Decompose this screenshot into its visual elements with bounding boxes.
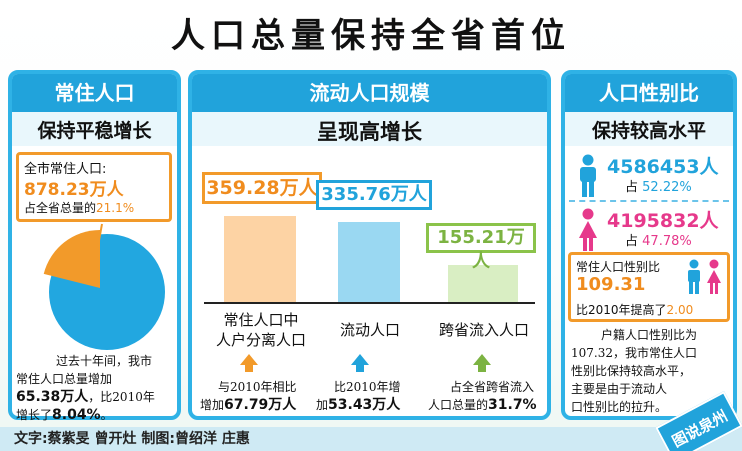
male-share: 占 52.22%	[625, 176, 692, 195]
note-end: 。	[100, 408, 113, 422]
ratio-label: 常住人口性别比	[576, 260, 661, 274]
female-share-prefix: 占	[625, 234, 639, 249]
note-value-2: 8.04%	[52, 407, 101, 423]
category-household-separated: 常住人口中 人户分离人口	[206, 310, 316, 350]
category-floating: 流动人口	[339, 321, 400, 339]
male-icon	[580, 154, 596, 197]
callout-share: 占全省总量的21.1%	[24, 199, 134, 216]
resident-note: 过去十年间，我市 常住人口总量增加 65.38万人，比2010年 增长了8.04…	[16, 352, 176, 424]
note-2-value: 53.43万人	[328, 397, 401, 413]
female-share-value: 47.78%	[642, 234, 692, 249]
up-arrow-icon-stem	[245, 364, 253, 372]
floating-panel-subheader: 呈现高增长	[317, 119, 422, 144]
note-3-line-2: 人口总量的31.7%	[428, 396, 546, 414]
chart-baseline	[204, 302, 535, 304]
sex-panel-subheader: 保持较高水平	[591, 120, 706, 142]
credits: 文字:蔡紫旻 曾开灶 制图:曾绍洋 庄惠	[14, 431, 250, 447]
note-3-line-1: 占全省跨省流入	[450, 380, 535, 394]
sex-note-line-5: 口性别比的拉升。	[571, 400, 668, 414]
bar-label-household-separated: 359.28万人	[202, 172, 322, 204]
note-line-1: 过去十年间，我市	[56, 354, 153, 368]
note-1-prefix: 增加	[200, 398, 225, 412]
ratio-change-value: 2.00	[666, 303, 694, 317]
resident-population-panel: 常住人口 保持平稳增长 全市常住人口: 878.23万人 占全省总量的21.1%…	[8, 70, 181, 423]
sex-note-line-4: 主要是由于流动人	[571, 382, 668, 396]
note-line-3-text: ，比2010年	[88, 390, 155, 404]
note-line-2: 常住人口总量增加	[16, 372, 113, 386]
sex-panel-body: 4586453人 占 52.22% 4195832人 占 47.78% 常住人口…	[565, 146, 733, 416]
sex-panel-header: 人口性别比	[565, 74, 733, 112]
sex-note: 户籍人口性别比为 107.32，我市常住人口 性别比保持较高水平， 主要是由于流…	[571, 326, 731, 416]
divider	[569, 200, 729, 202]
resident-callout: 全市常住人口: 878.23万人 占全省总量的21.1%	[16, 152, 172, 222]
note-3-prefix: 人口总量的	[428, 398, 489, 412]
up-arrow-icon-stem	[478, 364, 486, 372]
note-1-value: 67.79万人	[224, 397, 297, 413]
sex-note-line-2: 107.32，我市常住人口	[571, 346, 697, 360]
bar-label-interprovincial: 155.21万人	[426, 223, 536, 272]
pie-slice-share	[43, 230, 100, 288]
female-share: 占 47.78%	[625, 230, 692, 249]
floating-bar-chart: 359.28万人 335.76万人 155.21万人	[192, 146, 547, 302]
pie-callout-line	[97, 223, 103, 247]
floating-note-2: 比2010年增 加53.43万人	[316, 378, 426, 414]
resident-pie-chart	[43, 223, 165, 350]
couple-icon	[688, 259, 721, 294]
resident-panel-subheader: 保持平稳增长	[37, 120, 152, 142]
category-interprovincial: 跨省流入人口	[438, 321, 529, 339]
note-2-prefix: 加	[316, 398, 329, 412]
page-title: 人口总量保持全省首位	[171, 16, 571, 56]
note-line-4: 增长了8.04%。	[16, 406, 176, 424]
callout-label: 全市常住人口:	[24, 162, 107, 177]
floating-population-panel: 流动人口规模 呈现高增长 359.28万人 335.76万人 155.21万人 …	[188, 70, 551, 420]
note-2-line-1: 比2010年增	[334, 380, 401, 394]
note-2-line-2: 加53.43万人	[316, 396, 426, 414]
bar-household-separated	[224, 216, 296, 302]
note-line-4-text: 增长了	[16, 408, 53, 422]
ratio-value: 109.31	[576, 274, 646, 295]
note-3-value: 31.7%	[488, 397, 537, 413]
ratio-change-prefix: 比2010年提高了	[576, 303, 667, 317]
resident-panel-body: 全市常住人口: 878.23万人 占全省总量的21.1% 过去十年间，我市 常住…	[12, 146, 177, 423]
sex-ratio-callout: 常住人口性别比 109.31 比2010年提高了2.00	[568, 252, 730, 322]
callout-share-value: 21.1%	[96, 201, 135, 215]
resident-panel-header: 常住人口	[12, 74, 177, 112]
up-arrow-icon	[351, 354, 369, 365]
bar-floating	[338, 222, 400, 302]
male-share-prefix: 占	[625, 180, 639, 195]
floating-note-3: 占全省跨省流入 人口总量的31.7%	[428, 378, 546, 414]
note-value-1: 65.38万人	[16, 389, 89, 405]
floating-panel-header: 流动人口规模	[192, 74, 547, 112]
sex-ratio-panel: 人口性别比 保持较高水平 4586453人 占 52.22% 4195832人 …	[561, 70, 737, 420]
floating-panel-body: 359.28万人 335.76万人 155.21万人 常住人口中 人户分离人口 …	[192, 146, 547, 416]
category-1-line-1: 常住人口中	[223, 311, 299, 329]
up-arrow-icon	[240, 354, 258, 365]
ratio-change: 比2010年提高了2.00	[576, 301, 693, 318]
up-arrow-icon-stem	[356, 364, 364, 372]
sex-note-line-3: 性别比保持较高水平，	[571, 364, 692, 378]
note-1-line-1: 与2010年相比	[218, 380, 297, 394]
note-line-3: 65.38万人，比2010年	[16, 388, 176, 406]
female-icon	[579, 208, 597, 251]
category-1-line-2: 人户分离人口	[215, 331, 306, 349]
callout-value: 878.23万人	[24, 180, 124, 200]
floating-note-1: 与2010年相比 增加67.79万人	[200, 378, 310, 414]
up-arrow-icon	[473, 354, 491, 365]
callout-share-prefix: 占全省总量的	[24, 201, 97, 215]
female-count: 4195832人	[607, 210, 719, 232]
male-share-value: 52.22%	[642, 180, 692, 195]
sex-note-line-1: 户籍人口性别比为	[601, 328, 698, 342]
note-1-line-2: 增加67.79万人	[200, 396, 310, 414]
footer-bar	[0, 427, 742, 451]
male-count: 4586453人	[607, 156, 719, 178]
bar-label-floating: 335.76万人	[316, 180, 432, 210]
bar-interprovincial	[448, 265, 518, 302]
